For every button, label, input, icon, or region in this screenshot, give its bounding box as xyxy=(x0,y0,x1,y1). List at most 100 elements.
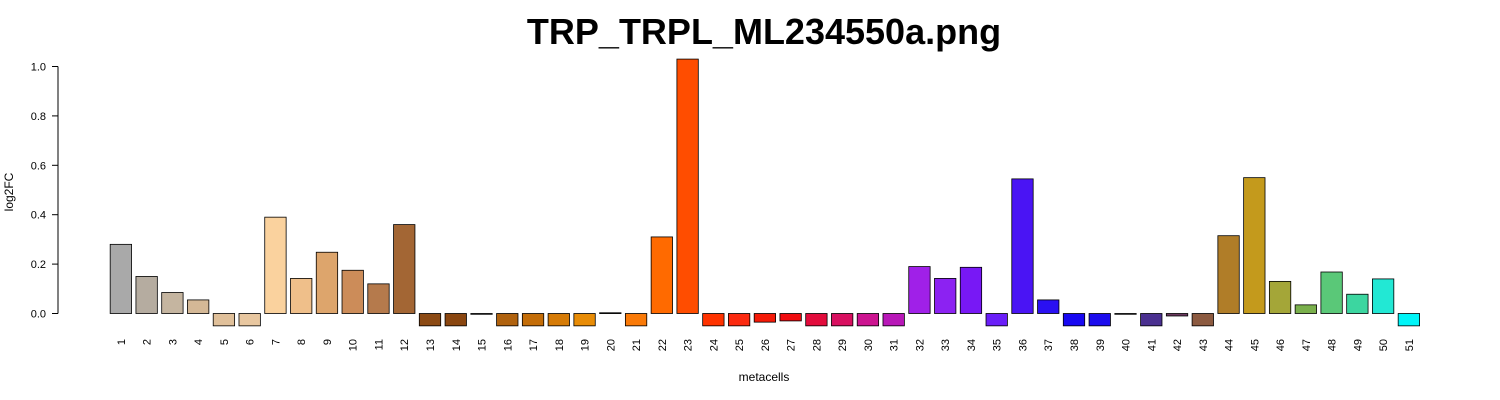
bar-25 xyxy=(728,313,751,327)
x-tick-label: 46 xyxy=(1275,339,1287,351)
bar-39 xyxy=(1088,313,1111,327)
bar-48 xyxy=(1320,271,1343,314)
bar-45 xyxy=(1243,177,1266,314)
bar-3 xyxy=(161,292,184,314)
x-tick-label: 29 xyxy=(837,339,849,351)
x-tick-label: 51 xyxy=(1404,339,1416,351)
bar-21 xyxy=(624,313,648,327)
bar-37 xyxy=(1037,299,1060,314)
y-tick-label: 0.2 xyxy=(31,259,46,271)
x-tick-label: 14 xyxy=(451,339,463,351)
x-tick-label: 3 xyxy=(167,339,179,345)
bar-46 xyxy=(1268,280,1292,314)
bar-4 xyxy=(187,299,210,314)
x-tick-label: 37 xyxy=(1043,339,1055,351)
x-tick-label: 40 xyxy=(1121,339,1133,351)
bar-31 xyxy=(882,313,905,327)
bar-16 xyxy=(496,313,519,327)
x-tick-label: 20 xyxy=(605,339,617,351)
bar-44 xyxy=(1217,235,1240,314)
y-tick-label: 0.4 xyxy=(31,210,46,222)
bar-42 xyxy=(1165,313,1189,317)
x-tick-label: 15 xyxy=(477,339,489,351)
x-tick-label: 35 xyxy=(992,339,1004,351)
x-tick-label: 18 xyxy=(554,339,566,351)
bar-9 xyxy=(315,251,339,314)
bar-51 xyxy=(1397,313,1420,327)
x-tick-label: 11 xyxy=(373,339,385,350)
x-tick-label: 13 xyxy=(425,339,437,351)
bar-17 xyxy=(521,313,545,327)
bar-1 xyxy=(109,243,132,314)
y-tick-label: 0.0 xyxy=(31,309,46,321)
x-tick-label: 39 xyxy=(1095,339,1107,351)
bar-36 xyxy=(1011,178,1034,314)
bar-28 xyxy=(805,313,828,327)
bar-15 xyxy=(470,313,493,315)
x-tick-label: 45 xyxy=(1249,339,1261,351)
x-tick-label: 50 xyxy=(1378,339,1390,351)
bar-41 xyxy=(1140,313,1163,327)
x-tick-label: 17 xyxy=(528,339,540,351)
x-tick-label: 19 xyxy=(580,339,592,351)
x-tick-label: 41 xyxy=(1146,339,1158,351)
x-tick-label: 38 xyxy=(1069,339,1081,351)
bar-29 xyxy=(831,313,854,327)
x-tick-label: 7 xyxy=(270,339,282,345)
y-tick-label: 0.6 xyxy=(31,160,46,172)
x-tick-label: 30 xyxy=(863,339,875,351)
x-tick-label: 21 xyxy=(631,339,643,351)
bar-6 xyxy=(238,313,261,327)
x-tick-label: 1 xyxy=(116,339,128,345)
bar-33 xyxy=(934,278,957,314)
x-tick-label: 6 xyxy=(245,339,257,345)
x-tick-label: 24 xyxy=(708,339,720,351)
x-tick-label: 10 xyxy=(348,339,360,351)
x-tick-label: 22 xyxy=(657,339,669,351)
x-tick-label: 44 xyxy=(1224,339,1236,351)
bar-2 xyxy=(135,276,158,314)
x-tick-label: 8 xyxy=(296,339,308,345)
bar-13 xyxy=(418,313,442,327)
x-tick-label: 31 xyxy=(889,339,901,351)
bar-18 xyxy=(547,313,570,327)
x-tick-label: 48 xyxy=(1327,339,1339,351)
chart-title: TRP_TRPL_ML234550a.png xyxy=(527,11,1001,52)
bar-24 xyxy=(702,313,725,327)
x-tick-label: 27 xyxy=(786,339,798,351)
bar-10 xyxy=(341,269,364,314)
bar-34 xyxy=(959,266,983,314)
bar-11 xyxy=(367,283,390,314)
bar-40 xyxy=(1114,313,1137,315)
plot-area: 0.00.20.40.60.81.01 2 3 4 5 6 7 8 9 10 11 12 13 14 15 1… xyxy=(31,58,1420,351)
x-tick-label: 47 xyxy=(1301,339,1313,351)
y-axis-label: log2FC xyxy=(2,172,16,211)
x-tick-label: 26 xyxy=(760,339,772,351)
bar-12 xyxy=(393,224,416,314)
x-tick-label: 9 xyxy=(322,339,334,345)
x-axis-label: metacells xyxy=(739,370,790,384)
bar-7 xyxy=(264,216,287,314)
x-tick-label: 36 xyxy=(1017,339,1029,351)
bar-23 xyxy=(676,58,699,314)
bar-32 xyxy=(908,266,931,314)
x-tick-label: 43 xyxy=(1198,339,1210,351)
bar-47 xyxy=(1294,304,1317,314)
bar-20 xyxy=(599,312,622,314)
y-tick-label: 0.8 xyxy=(31,111,46,123)
bar-5 xyxy=(212,313,236,327)
x-tick-label: 12 xyxy=(399,339,411,351)
x-tick-label: 32 xyxy=(914,339,926,351)
bar-19 xyxy=(573,313,596,327)
x-tick-label: 25 xyxy=(734,339,746,351)
bar-43 xyxy=(1191,313,1214,327)
bar-8 xyxy=(290,278,313,314)
bar-26 xyxy=(753,313,776,323)
y-tick-label: 1.0 xyxy=(31,62,46,74)
x-tick-label: 49 xyxy=(1352,339,1364,351)
bar-30 xyxy=(856,313,880,327)
bar-35 xyxy=(985,313,1008,327)
bar-38 xyxy=(1062,313,1086,327)
x-tick-label: 2 xyxy=(142,339,154,345)
